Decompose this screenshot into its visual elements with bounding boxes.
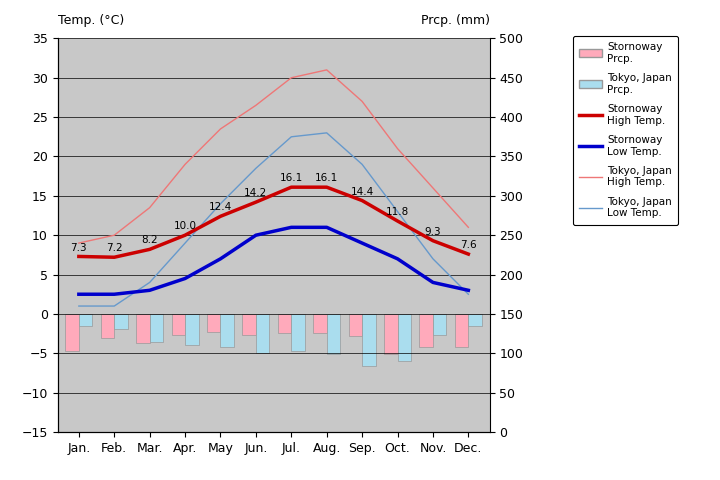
Text: 7.6: 7.6 [460,240,477,250]
Bar [150,314,163,342]
Text: Temp. (°C): Temp. (°C) [58,13,124,26]
Bar [397,314,411,361]
Text: 14.4: 14.4 [351,187,374,197]
Bar [278,314,292,333]
Bar [171,314,185,335]
Bar [348,314,362,336]
Bar [468,314,482,326]
Bar [207,314,220,332]
Bar [66,314,79,350]
Text: 8.2: 8.2 [141,235,158,245]
Bar [313,314,327,333]
Bar [136,314,150,344]
Bar [455,314,468,347]
Bar [327,314,340,354]
Text: 14.2: 14.2 [244,188,268,198]
Bar [420,314,433,347]
Text: 9.3: 9.3 [425,227,441,237]
Bar [243,314,256,335]
Text: 16.1: 16.1 [315,173,338,183]
Bar [256,314,269,353]
Text: 7.2: 7.2 [106,243,122,253]
Bar [101,314,114,337]
Text: 16.1: 16.1 [279,173,303,183]
Bar [114,314,127,329]
Bar [292,314,305,350]
Bar [185,314,199,345]
Legend: Stornoway
Prcp., Tokyo, Japan
Prcp., Stornoway
High Temp., Stornoway
Low Temp., : Stornoway Prcp., Tokyo, Japan Prcp., Sto… [572,36,678,225]
Text: 11.8: 11.8 [386,207,409,217]
Text: 7.3: 7.3 [71,242,87,252]
Text: 12.4: 12.4 [209,203,232,212]
Bar [79,314,92,326]
Bar [433,314,446,335]
Text: Prcp. (mm): Prcp. (mm) [420,13,490,26]
Bar [362,314,376,366]
Bar [384,314,397,354]
Bar [220,314,234,347]
Text: 10.0: 10.0 [174,221,197,231]
